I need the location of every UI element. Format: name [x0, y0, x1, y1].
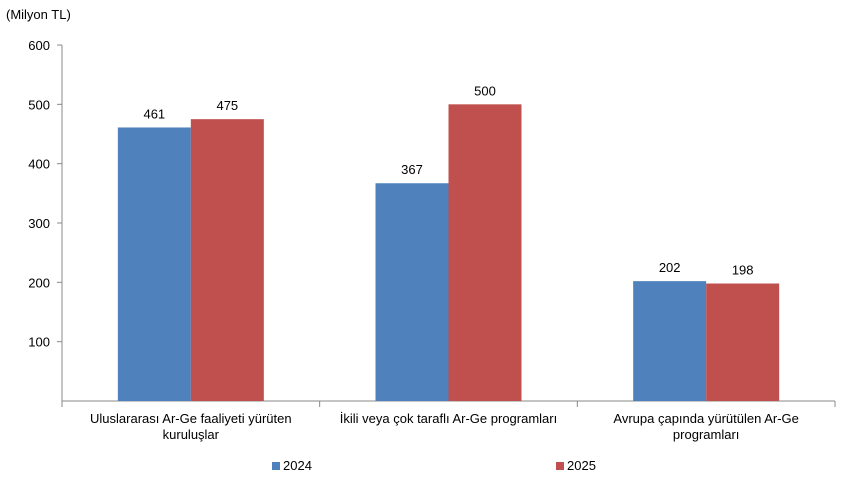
unit-label: (Milyon TL): [6, 7, 71, 22]
data-label: 500: [474, 83, 496, 98]
data-label: 198: [732, 263, 754, 278]
category-label: Avrupa çapında yürütülen Ar-Ge programla…: [613, 411, 799, 442]
data-label: 461: [143, 106, 165, 121]
bar-2024: [117, 127, 191, 402]
bar-2024: [633, 281, 707, 401]
bar-2024: [375, 183, 449, 401]
bar-2025: [448, 104, 522, 401]
category-label: Uluslararası Ar-Ge faaliyeti yürüten kur…: [90, 411, 292, 442]
x-axis: [61, 400, 836, 407]
legend-swatch-2024: [272, 461, 280, 470]
data-label: 475: [216, 98, 238, 113]
y-axis: 100 200 300 400 500 600: [28, 38, 63, 401]
legend-item-2024: 2024: [272, 458, 312, 473]
y-tick-label: 200: [28, 275, 50, 290]
legend-swatch-2025: [556, 461, 564, 470]
bars: [117, 104, 780, 402]
y-tick-label: 100: [28, 335, 50, 350]
y-tick-label: 500: [28, 97, 50, 112]
data-labels: 461 475 367 500 202 198: [143, 83, 753, 277]
legend-item-2025: 2025: [556, 458, 596, 473]
bar-2025: [190, 119, 264, 402]
y-tick-label: 600: [28, 38, 50, 53]
y-tick-label: 300: [28, 216, 50, 231]
legend-label-2024: 2024: [283, 458, 312, 473]
data-label: 367: [401, 162, 423, 177]
data-label: 202: [659, 260, 681, 275]
legend-label-2025: 2025: [567, 458, 596, 473]
y-tick-label: 400: [28, 157, 50, 172]
bar-2025: [706, 283, 780, 401]
category-label: İkili veya çok taraflı Ar-Ge programları: [339, 411, 558, 426]
